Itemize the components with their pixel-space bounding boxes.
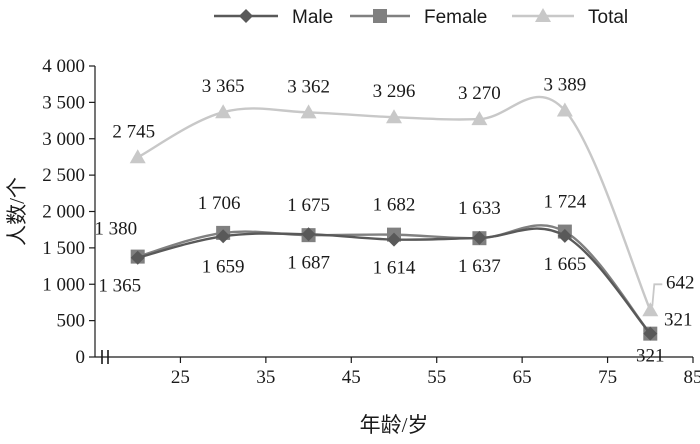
total-point-5 bbox=[556, 102, 573, 117]
x-tick-label: 35 bbox=[256, 367, 275, 388]
total-data-label: 3 362 bbox=[287, 76, 330, 97]
total-point-2 bbox=[300, 104, 317, 119]
y-tick-label: 1 500 bbox=[42, 238, 85, 259]
total-data-label: 3 389 bbox=[543, 74, 586, 95]
y-tick-label: 3 000 bbox=[42, 129, 85, 150]
x-axis-title: 年龄/岁 bbox=[360, 413, 429, 437]
total-point-1 bbox=[215, 104, 232, 119]
legend-marker-female bbox=[373, 9, 387, 23]
male-data-label: 1 659 bbox=[202, 256, 245, 277]
male-data-label: 1 665 bbox=[543, 254, 586, 275]
y-tick-label: 500 bbox=[57, 311, 86, 332]
male-point-5 bbox=[557, 228, 572, 243]
total-point-6 bbox=[642, 302, 659, 317]
male-data-label: 1 614 bbox=[373, 258, 416, 279]
x-tick-label: 85 bbox=[684, 367, 700, 388]
male-point-0 bbox=[130, 250, 145, 265]
y-tick-label: 1 000 bbox=[42, 274, 85, 295]
x-tick-label: 55 bbox=[427, 367, 446, 388]
male-data-label: 1 365 bbox=[98, 276, 141, 297]
series-group bbox=[129, 95, 659, 341]
x-tick-label: 45 bbox=[342, 367, 361, 388]
legend: Male Female Total bbox=[214, 7, 628, 28]
male-point-6 bbox=[643, 326, 658, 341]
male-point-4 bbox=[472, 230, 487, 245]
male-data-label: 1 687 bbox=[287, 252, 330, 273]
female-data-label: 1 380 bbox=[94, 219, 137, 240]
y-tick-label: 2 500 bbox=[42, 165, 85, 186]
x-tick-label: 25 bbox=[171, 367, 190, 388]
female-data-label: 1 682 bbox=[373, 195, 416, 216]
female-data-label: 1 633 bbox=[458, 198, 501, 219]
total-point-3 bbox=[386, 109, 402, 124]
total-label-leader bbox=[651, 283, 663, 307]
legend-marker-male bbox=[239, 9, 253, 23]
total-data-label: 3 296 bbox=[373, 81, 416, 102]
legend-label-total: Total bbox=[588, 7, 628, 28]
axes: 0 500 1 000 1 500 2 000 2 500 3 000 3 500 4 000 2… bbox=[42, 56, 700, 388]
female-data-label: 1 706 bbox=[198, 193, 241, 214]
total-point-0 bbox=[129, 149, 146, 164]
y-tick-label: 3 500 bbox=[42, 92, 85, 113]
x-tick-label: 75 bbox=[598, 367, 617, 388]
total-data-label: 3 365 bbox=[202, 76, 245, 97]
male-point-1 bbox=[216, 229, 231, 244]
y-tick-label: 2 000 bbox=[42, 202, 85, 223]
legend-marker-total bbox=[535, 8, 551, 22]
male-data-label: 321 bbox=[636, 346, 665, 367]
legend-label-male: Male bbox=[292, 7, 333, 28]
female-data-label: 1 724 bbox=[543, 192, 586, 213]
total-data-label: 3 270 bbox=[458, 83, 501, 104]
male-point-2 bbox=[301, 227, 316, 242]
legend-label-female: Female bbox=[424, 7, 487, 28]
y-tick-label: 0 bbox=[76, 347, 86, 368]
y-tick-label: 4 000 bbox=[42, 56, 85, 77]
total-data-label: 2 745 bbox=[112, 121, 155, 142]
female-data-label: 1 675 bbox=[287, 195, 330, 216]
male-point-3 bbox=[387, 232, 401, 247]
male-data-label: 1 637 bbox=[458, 256, 501, 277]
total-point-4 bbox=[471, 111, 488, 126]
female-data-label: 321 bbox=[664, 310, 693, 331]
total-data-label: 642 bbox=[666, 272, 695, 293]
x-tick-label: 65 bbox=[513, 367, 532, 388]
y-axis-title: 人数/个 bbox=[5, 177, 29, 246]
data-labels: 2 745 3 365 3 362 3 296 3 270 3 389 642 1 380 1 … bbox=[94, 74, 694, 366]
